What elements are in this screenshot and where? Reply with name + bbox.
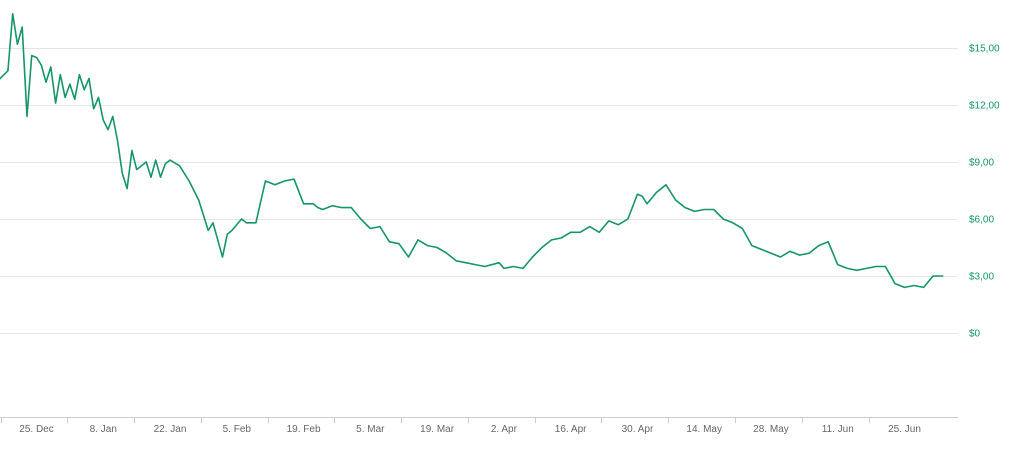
x-axis [0, 417, 958, 423]
x-tick-label: 5. Mar [356, 424, 385, 435]
x-tick-label: 8. Jan [90, 424, 117, 435]
x-tick-label: 19. Feb [287, 424, 321, 435]
x-axis-tick-labels: 25. Dec 8. Jan 22. Jan 5. Feb 19. Feb 5. Mar 1… [19, 424, 921, 435]
x-tick-label: 28. May [753, 424, 789, 435]
x-tick-label: 11. Jun [822, 424, 854, 435]
x-tick-label: 2. Apr [491, 424, 518, 435]
y-tick-label: $15,00 [969, 44, 1000, 55]
grid-lines [0, 48, 958, 334]
x-tick-label: 5. Feb [223, 424, 252, 435]
x-tick-label: 30. Apr [622, 424, 654, 435]
y-tick-label: $9,00 [969, 158, 994, 169]
x-tick-label: 25. Dec [19, 424, 53, 435]
y-tick-label: $12,00 [969, 101, 1000, 112]
y-tick-label: $6,00 [969, 215, 994, 226]
y-tick-label: $3,00 [969, 272, 994, 283]
y-axis-tick-labels: $0 $3,00 $6,00 $9,00 $12,00 $15,00 [969, 44, 1000, 340]
x-tick-label: 25. Jun [888, 424, 921, 435]
y-tick-label: $0 [969, 329, 981, 340]
x-tick-label: 22. Jan [154, 424, 187, 435]
x-tick-label: 19. Mar [420, 424, 455, 435]
price-series-line [0, 13, 944, 289]
series-layer [0, 13, 944, 289]
x-tick-label: 14. May [686, 424, 722, 435]
x-tick-label: 16. Apr [555, 424, 587, 435]
